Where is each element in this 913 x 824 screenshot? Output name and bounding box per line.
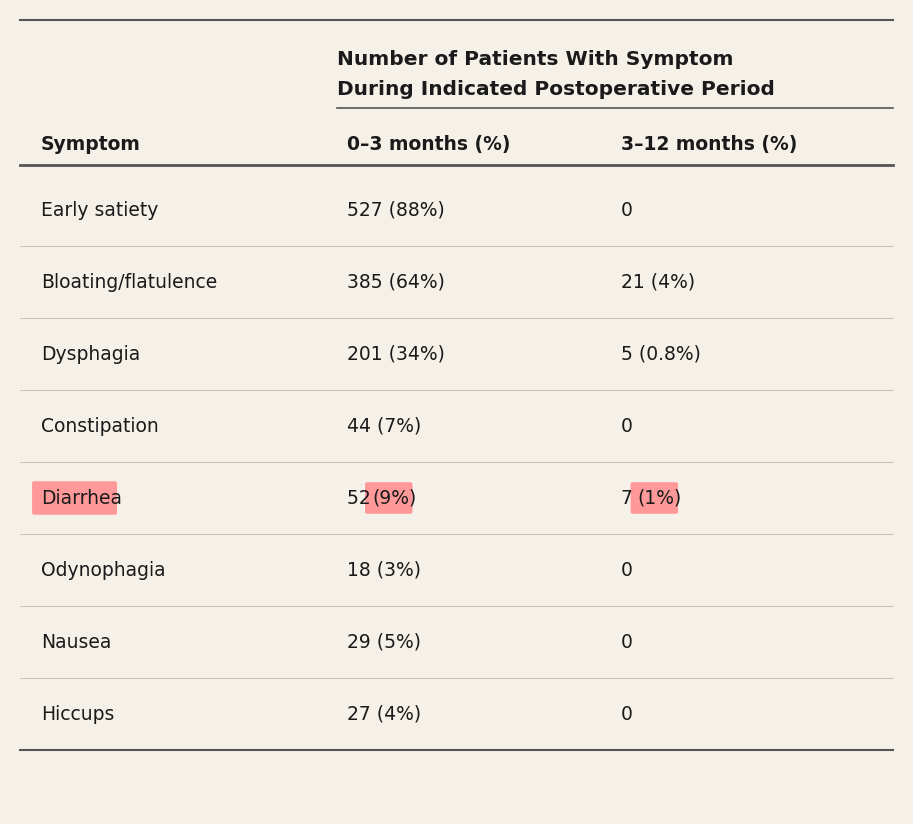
Text: 7: 7: [621, 489, 639, 508]
Text: During Indicated Postoperative Period: During Indicated Postoperative Period: [337, 80, 775, 99]
Text: Diarrhea: Diarrhea: [41, 489, 122, 508]
Text: 18 (3%): 18 (3%): [347, 560, 421, 579]
Text: 0–3 months (%): 0–3 months (%): [347, 135, 510, 154]
Text: 201 (34%): 201 (34%): [347, 344, 445, 363]
FancyBboxPatch shape: [365, 482, 413, 514]
Text: 0: 0: [621, 560, 633, 579]
Text: 0: 0: [621, 416, 633, 436]
Text: 21 (4%): 21 (4%): [621, 273, 695, 292]
Text: (1%): (1%): [637, 489, 682, 508]
Text: 0: 0: [621, 633, 633, 652]
Text: 0: 0: [621, 200, 633, 219]
Text: 29 (5%): 29 (5%): [347, 633, 421, 652]
Text: Dysphagia: Dysphagia: [41, 344, 141, 363]
Text: Symptom: Symptom: [41, 135, 141, 154]
Text: 52: 52: [347, 489, 377, 508]
Text: Nausea: Nausea: [41, 633, 111, 652]
Text: 27 (4%): 27 (4%): [347, 705, 421, 723]
Text: 385 (64%): 385 (64%): [347, 273, 445, 292]
Text: Hiccups: Hiccups: [41, 705, 114, 723]
FancyBboxPatch shape: [32, 481, 117, 515]
FancyBboxPatch shape: [631, 482, 678, 514]
Text: 0: 0: [621, 705, 633, 723]
Text: 44 (7%): 44 (7%): [347, 416, 421, 436]
Text: Odynophagia: Odynophagia: [41, 560, 166, 579]
Text: Constipation: Constipation: [41, 416, 159, 436]
Text: Bloating/flatulence: Bloating/flatulence: [41, 273, 217, 292]
Text: Number of Patients With Symptom: Number of Patients With Symptom: [337, 50, 733, 69]
Text: Early satiety: Early satiety: [41, 200, 159, 219]
Text: 3–12 months (%): 3–12 months (%): [621, 135, 797, 154]
Text: 5 (0.8%): 5 (0.8%): [621, 344, 700, 363]
Text: (9%): (9%): [373, 489, 416, 508]
Text: 527 (88%): 527 (88%): [347, 200, 445, 219]
